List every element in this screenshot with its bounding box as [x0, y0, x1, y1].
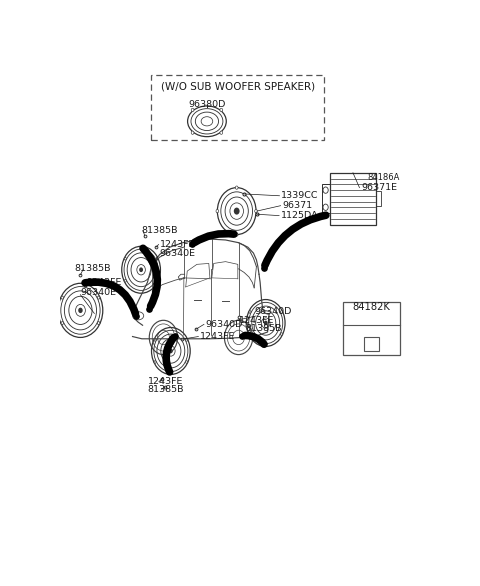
- Text: 1243FE: 1243FE: [87, 278, 122, 287]
- Text: 84182K: 84182K: [352, 302, 390, 312]
- Circle shape: [154, 361, 156, 363]
- Circle shape: [264, 321, 268, 325]
- Bar: [364, 337, 379, 351]
- Text: 81385B: 81385B: [245, 325, 282, 333]
- Circle shape: [191, 108, 194, 111]
- Circle shape: [191, 131, 194, 134]
- Text: 1243FE: 1243FE: [148, 377, 183, 386]
- Circle shape: [234, 207, 240, 214]
- Text: 81385B: 81385B: [74, 264, 110, 273]
- Text: 1243FE: 1243FE: [160, 240, 195, 249]
- Text: 96371E: 96371E: [361, 183, 397, 192]
- Circle shape: [220, 108, 223, 111]
- Circle shape: [255, 209, 257, 213]
- Circle shape: [280, 333, 283, 335]
- Bar: [322, 185, 330, 213]
- Text: 96340E: 96340E: [81, 288, 117, 297]
- Text: 96340D: 96340D: [254, 307, 292, 316]
- Text: 81385B: 81385B: [148, 385, 184, 394]
- Text: 1125DA: 1125DA: [281, 211, 319, 220]
- Text: 96340D: 96340D: [205, 320, 242, 329]
- Text: 81385B: 81385B: [141, 226, 178, 235]
- Bar: [343, 302, 400, 356]
- Text: (W/O SUB WOOFER SPEAKER): (W/O SUB WOOFER SPEAKER): [161, 81, 315, 91]
- Bar: [151, 75, 324, 140]
- Bar: [330, 173, 376, 224]
- Text: 96340E: 96340E: [160, 249, 196, 258]
- Circle shape: [97, 322, 100, 325]
- Text: 96371: 96371: [282, 201, 312, 210]
- Circle shape: [78, 308, 83, 313]
- Circle shape: [154, 339, 156, 341]
- Circle shape: [124, 280, 126, 282]
- Circle shape: [249, 333, 251, 335]
- Circle shape: [216, 209, 219, 213]
- Circle shape: [124, 257, 126, 260]
- Circle shape: [323, 187, 328, 193]
- Circle shape: [235, 233, 238, 236]
- Bar: [376, 191, 381, 206]
- Circle shape: [169, 349, 173, 353]
- Circle shape: [280, 311, 283, 314]
- Circle shape: [220, 131, 223, 134]
- Circle shape: [139, 267, 143, 272]
- Circle shape: [186, 339, 188, 341]
- Circle shape: [235, 186, 238, 189]
- Circle shape: [61, 322, 63, 325]
- Text: 1243FE: 1243FE: [200, 332, 236, 341]
- Text: 1243FE: 1243FE: [239, 316, 274, 325]
- Text: 1339CC: 1339CC: [281, 191, 319, 200]
- Text: 96380D: 96380D: [188, 100, 226, 109]
- Circle shape: [61, 296, 63, 299]
- Circle shape: [97, 296, 100, 299]
- Text: 84186A: 84186A: [367, 173, 399, 182]
- Circle shape: [156, 280, 158, 282]
- Circle shape: [323, 204, 328, 210]
- Circle shape: [156, 257, 158, 260]
- Circle shape: [186, 361, 188, 363]
- Circle shape: [249, 311, 251, 314]
